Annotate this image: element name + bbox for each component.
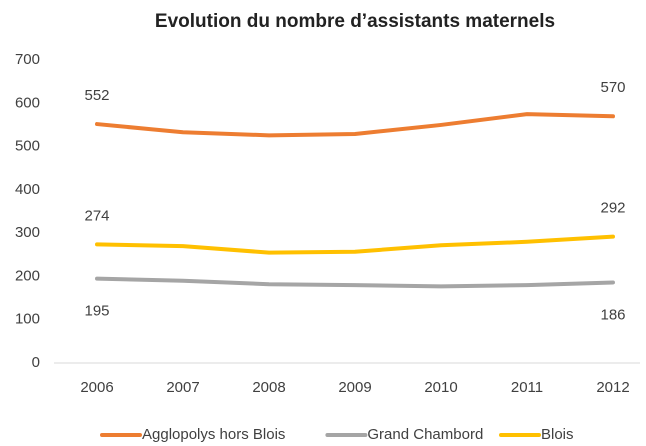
series-line: [95, 234, 615, 255]
data-label: 552: [84, 87, 109, 104]
x-tick-label: 2011: [511, 379, 543, 396]
x-tick-label: 2012: [596, 379, 629, 396]
x-tick-label: 2010: [424, 379, 457, 396]
y-tick-label: 600: [15, 94, 40, 111]
y-tick-label: 100: [15, 311, 40, 328]
data-label: 570: [600, 79, 625, 96]
x-tick-label: 2006: [80, 379, 113, 396]
series-line: [95, 276, 615, 289]
data-label: 186: [600, 306, 625, 323]
chart-title: Evolution du nombre d’assistants materne…: [155, 11, 555, 32]
legend-label: Agglopolys hors Blois: [142, 426, 285, 443]
y-tick-label: 300: [15, 224, 40, 241]
x-tick-label: 2009: [338, 379, 371, 396]
x-tick-label: 2007: [166, 379, 199, 396]
y-tick-label: 400: [15, 181, 40, 198]
data-label: 274: [84, 207, 109, 224]
legend-label: Grand Chambord: [367, 426, 483, 443]
data-label: 195: [84, 303, 109, 320]
x-tick-label: 2008: [252, 379, 285, 396]
series-line: [95, 112, 615, 138]
data-label: 292: [600, 200, 625, 217]
y-tick-label: 500: [15, 138, 40, 155]
y-tick-label: 0: [32, 354, 40, 371]
y-tick-label: 200: [15, 267, 40, 284]
y-tick-label: 700: [15, 51, 40, 68]
legend-label: Blois: [541, 426, 574, 443]
